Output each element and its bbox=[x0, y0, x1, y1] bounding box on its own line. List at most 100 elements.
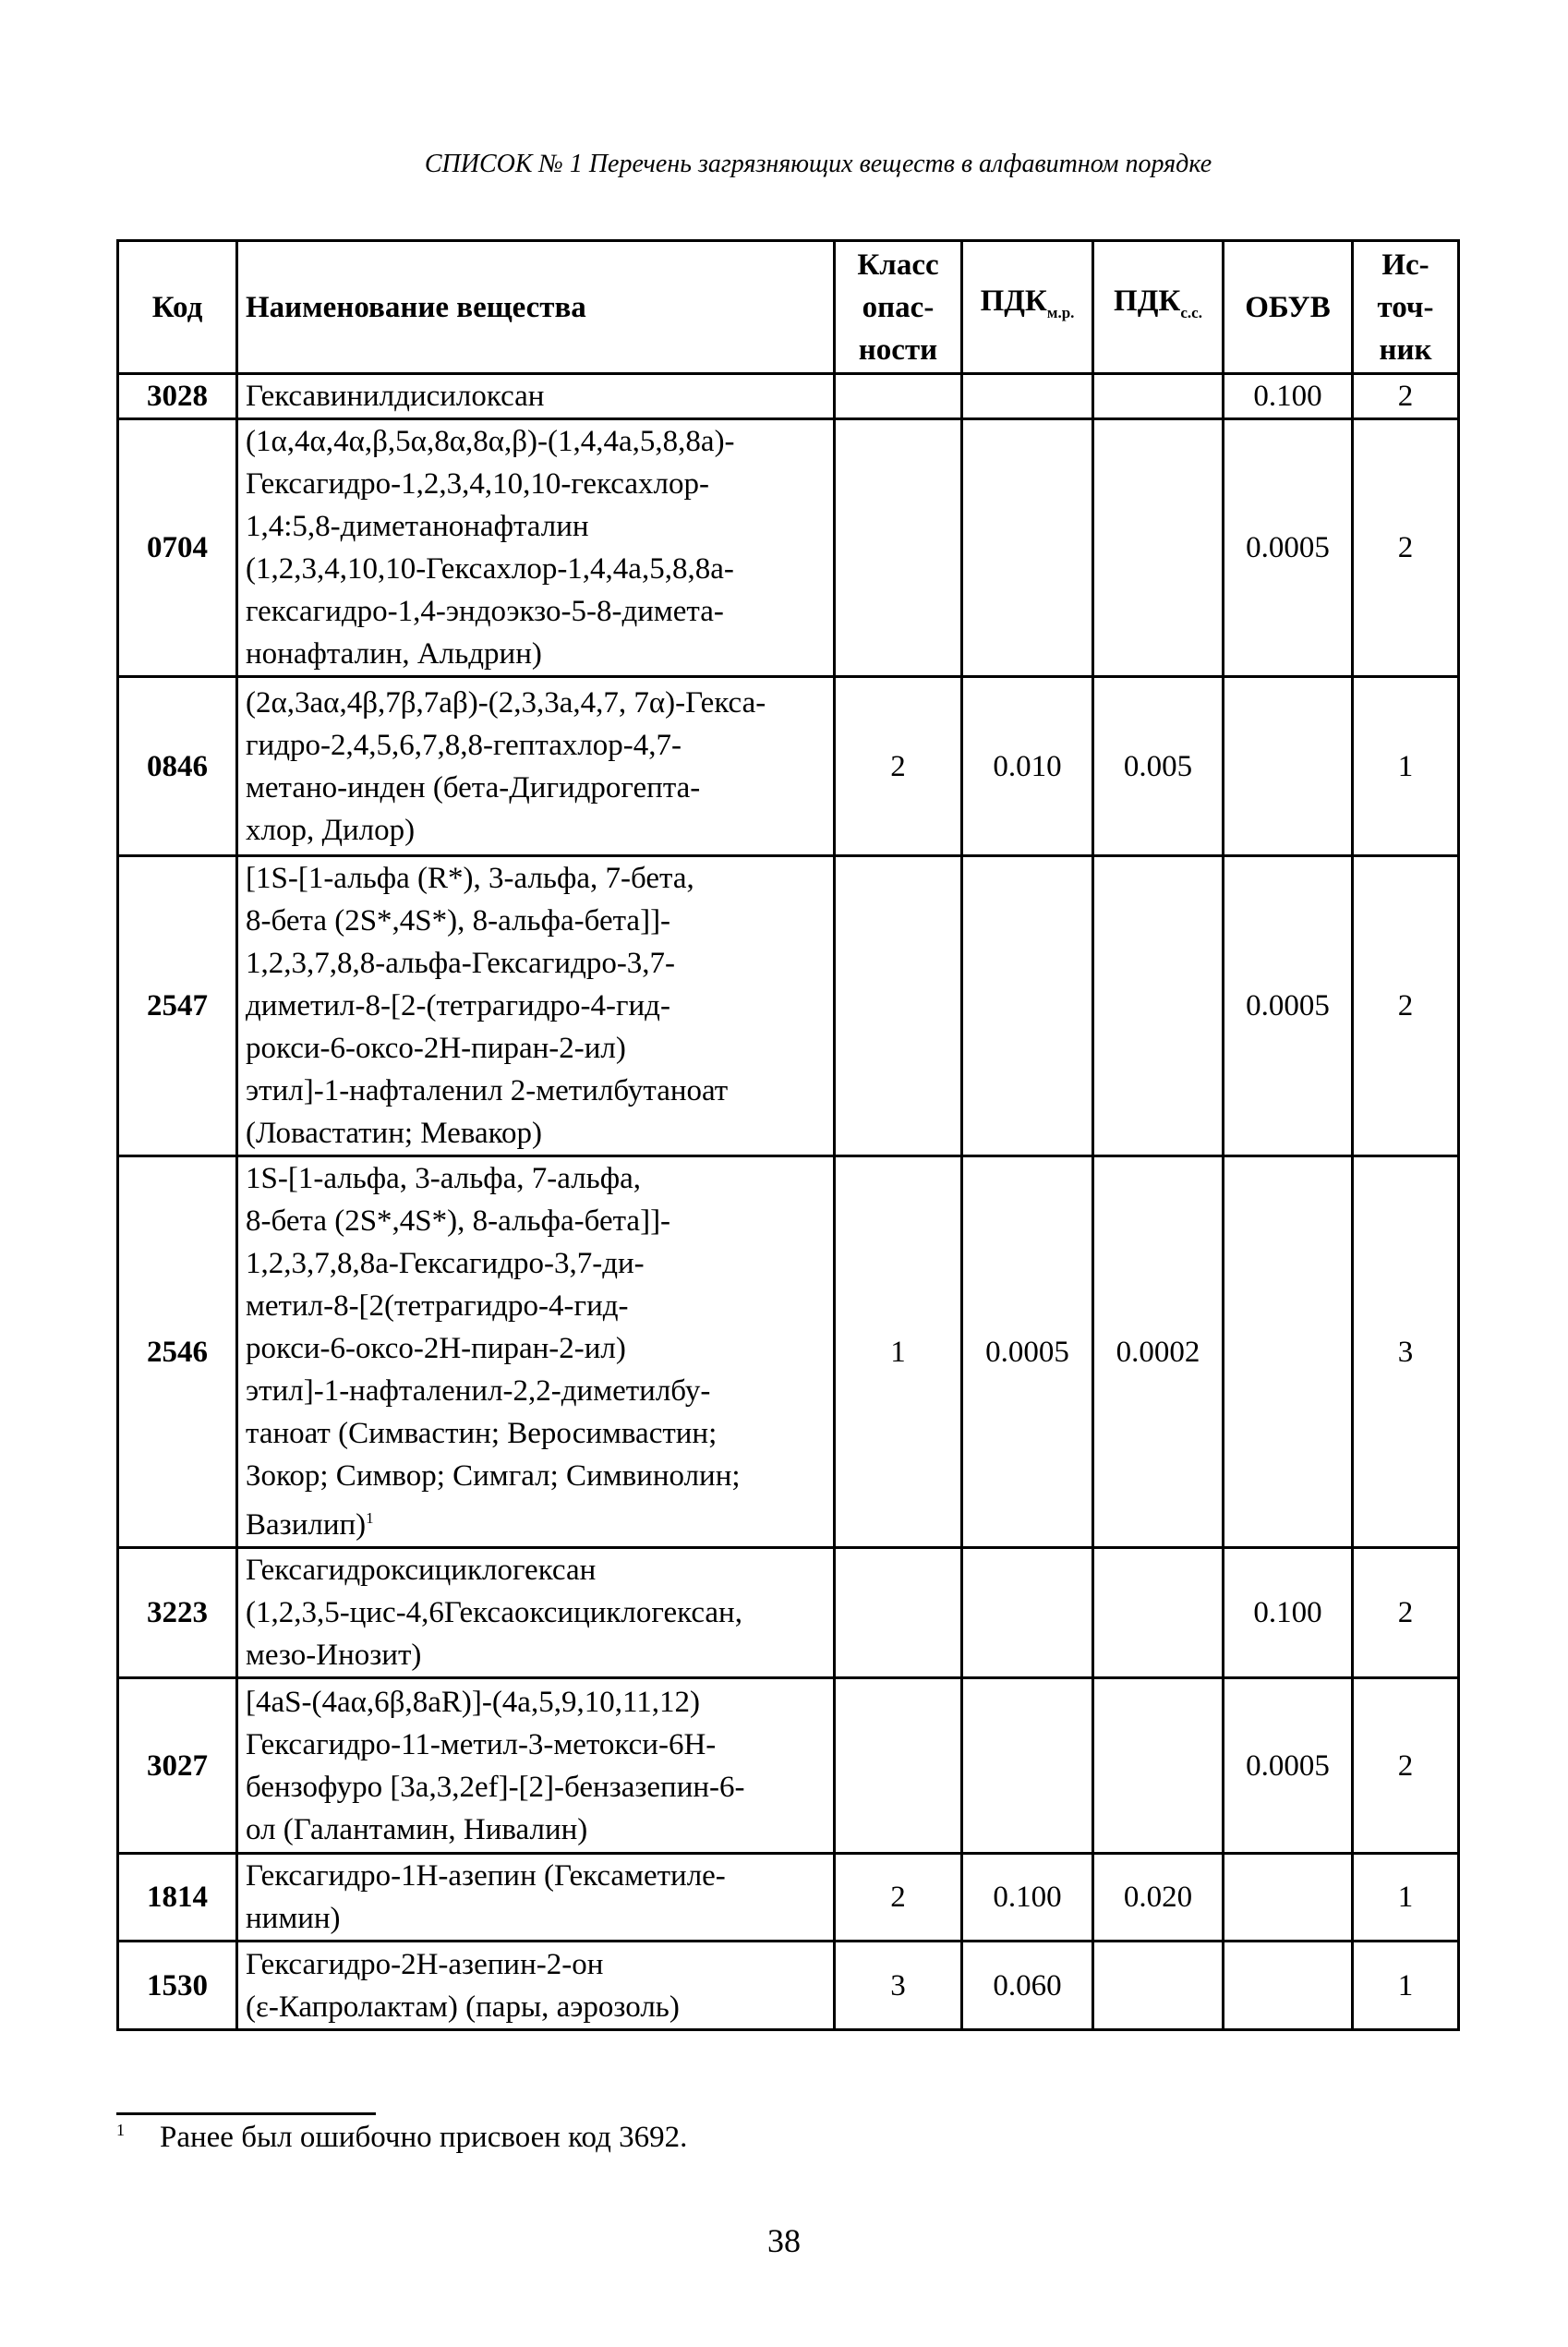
cell-pdk-mr bbox=[960, 372, 1094, 420]
cell-class: 1 bbox=[833, 1155, 963, 1549]
cell-source: 1 bbox=[1351, 1852, 1460, 1942]
cell-pdk-mr bbox=[960, 1546, 1094, 1679]
cell-name: Гексагидроксициклогексан (1,2,3,5-цис-4,6… bbox=[235, 1546, 836, 1679]
cell-pdk-mr bbox=[960, 854, 1094, 1157]
name-line: 8-бета (2S*,4S*), 8-альфа-бета]]- bbox=[246, 904, 671, 938]
header-name: Наименование вещества bbox=[235, 239, 836, 375]
cell-source: 2 bbox=[1351, 417, 1460, 678]
cell-pdk-ss bbox=[1092, 854, 1224, 1157]
cell-name: [4aS-(4aα,6β,8aR)]-(4a,5,9,10,11,12) Гекс… bbox=[235, 1676, 836, 1855]
cell-code: 3028 bbox=[116, 372, 238, 420]
footnote-divider bbox=[116, 2112, 376, 2115]
header-pdk-ss-sub: с.с. bbox=[1180, 304, 1202, 321]
cell-obuv bbox=[1222, 1940, 1354, 2031]
name-line: (ε-Капролактам) (пары, аэрозоль) bbox=[246, 1990, 680, 2024]
cell-pdk-mr: 0.060 bbox=[960, 1940, 1094, 2031]
cell-name: (2α,3aα,4β,7β,7aβ)-(2,3,3a,4,7, 7α)-Гекс… bbox=[235, 675, 836, 857]
name-line: мезо-Инозит) bbox=[246, 1639, 422, 1672]
cell-pdk-ss: 0.020 bbox=[1092, 1852, 1224, 1942]
table-row: 0704 (1α,4α,4α,β,5α,8α,8α,β)-(1,4,4a,5,8,… bbox=[116, 417, 1460, 678]
cell-name: Гексагидро-2H-азепин-2-он (ε-Капролактам)… bbox=[235, 1940, 836, 2031]
cell-obuv: 0.0005 bbox=[1222, 417, 1354, 678]
cell-source: 1 bbox=[1351, 1940, 1460, 2031]
name-line: [4aS-(4aα,6β,8aR)]-(4a,5,9,10,11,12) bbox=[246, 1685, 700, 1719]
name-line: Гексавинилдисилоксан bbox=[246, 380, 545, 413]
header-class: Класс опас- ности bbox=[833, 239, 963, 375]
cell-source: 2 bbox=[1351, 1546, 1460, 1679]
cell-pdk-ss bbox=[1092, 1546, 1224, 1679]
name-line: гидро-2,4,5,6,7,8,8-гептахлор-4,7- bbox=[246, 728, 682, 762]
name-line: 1S-[1-альфа, 3-альфа, 7-альфа, bbox=[246, 1162, 642, 1195]
page-number: 38 bbox=[767, 2222, 801, 2259]
cell-code: 3027 bbox=[116, 1676, 238, 1855]
header-code: Код bbox=[116, 239, 238, 375]
table-row: 3028 Гексавинилдисилоксан 0.100 2 bbox=[116, 372, 1460, 420]
name-line: Гексагидро-11-метил-3-метокси-6H- bbox=[246, 1727, 717, 1761]
cell-class: 3 bbox=[833, 1940, 963, 2031]
cell-class bbox=[833, 417, 963, 678]
name-line: [1S-[1-альфа (R*), 3-альфа, 7-бета, bbox=[246, 862, 694, 895]
header-pdk-ss: ПДКс.с. bbox=[1092, 239, 1224, 375]
cell-class bbox=[833, 372, 963, 420]
cell-code: 2546 bbox=[116, 1155, 238, 1549]
cell-pdk-mr: 0.0005 bbox=[960, 1155, 1094, 1549]
cell-name: 1S-[1-альфа, 3-альфа, 7-альфа, 8-бета (2S… bbox=[235, 1155, 836, 1549]
cell-code: 0846 bbox=[116, 675, 238, 857]
name-line: рокси-6-оксо-2H-пиран-2-ил) bbox=[246, 1032, 626, 1065]
cell-code: 3223 bbox=[116, 1546, 238, 1679]
cell-obuv: 0.100 bbox=[1222, 372, 1354, 420]
table-header-row: Код Наименование вещества Класс опас- но… bbox=[116, 239, 1460, 375]
name-line: метано-инден (бета-Дигидрогепта- bbox=[246, 770, 701, 805]
header-pdk-mr-sub: м.р. bbox=[1046, 304, 1075, 321]
name-line: хлор, Дилор) bbox=[246, 813, 416, 847]
name-line: 1,2,3,7,8,8-альфа-Гексагидро-3,7- bbox=[246, 947, 676, 980]
cell-class bbox=[833, 854, 963, 1157]
name-line: Гексагидроксициклогексан bbox=[246, 1554, 597, 1587]
name-line: таноат (Симвастин; Веросимвастин; bbox=[246, 1417, 718, 1450]
cell-obuv: 0.100 bbox=[1222, 1546, 1354, 1679]
name-line: нимин) bbox=[246, 1902, 341, 1935]
name-line: (1,2,3,5-цис-4,6Гексаоксициклогексан, bbox=[246, 1596, 742, 1629]
list-title: СПИСОК № 1 Перечень загрязняющих веществ… bbox=[424, 150, 1212, 178]
table-row: 3027 [4aS-(4aα,6β,8aR)]-(4a,5,9,10,11,12)… bbox=[116, 1676, 1460, 1855]
cell-source: 2 bbox=[1351, 1676, 1460, 1855]
cell-pdk-mr: 0.100 bbox=[960, 1852, 1094, 1942]
name-line: 8-бета (2S*,4S*), 8-альфа-бета]]- bbox=[246, 1204, 671, 1238]
name-line: гексагидро-1,4-эндоэкзо-5-8-димета- bbox=[246, 595, 724, 628]
name-line: 1,2,3,7,8,8a-Гексагидро-3,7-ди- bbox=[246, 1247, 645, 1280]
name-line: нонафталин, Альдрин) bbox=[246, 637, 542, 671]
header-obuv: ОБУВ bbox=[1222, 239, 1354, 375]
pollutants-table: Код Наименование вещества Класс опас- но… bbox=[116, 239, 1460, 2031]
cell-source: 2 bbox=[1351, 854, 1460, 1157]
table-row: 2547 [1S-[1-альфа (R*), 3-альфа, 7-бета, 8… bbox=[116, 854, 1460, 1157]
cell-pdk-mr bbox=[960, 1676, 1094, 1855]
header-pdk-mr-label: ПДК bbox=[980, 284, 1047, 318]
cell-class: 2 bbox=[833, 1852, 963, 1942]
cell-obuv: 0.0005 bbox=[1222, 1676, 1354, 1855]
name-line: диметил-8-[2-(тетрагидро-4-гид- bbox=[246, 989, 670, 1022]
header-source: Ис- точ- ник bbox=[1351, 239, 1460, 375]
cell-class bbox=[833, 1546, 963, 1679]
name-line: этил]-1-нафталенил-2,2-диметилбу- bbox=[246, 1374, 711, 1408]
name-line: (2α,3aα,4β,7β,7aβ)-(2,3,3a,4,7, 7α)-Гекс… bbox=[246, 685, 766, 720]
cell-pdk-ss bbox=[1092, 372, 1224, 420]
name-line: этил]-1-нафталенил 2-метилбутаноат bbox=[246, 1074, 729, 1107]
name-line: (1,2,3,4,10,10-Гексахлор-1,4,4a,5,8,8a- bbox=[246, 552, 734, 586]
name-line: ол (Галантамин, Нивалин) bbox=[246, 1812, 588, 1846]
cell-pdk-mr: 0.010 bbox=[960, 675, 1094, 857]
cell-obuv: 0.0005 bbox=[1222, 854, 1354, 1157]
table-row: 3223 Гексагидроксициклогексан (1,2,3,5-цис… bbox=[116, 1546, 1460, 1679]
header-pdk-ss-label: ПДК bbox=[1114, 284, 1181, 318]
cell-pdk-ss bbox=[1092, 1940, 1224, 2031]
cell-obuv bbox=[1222, 1155, 1354, 1549]
footnote-text: Ранее был ошибочно присвоен код 3692. bbox=[160, 2121, 688, 2154]
table-row: 1814 Гексагидро-1H-азепин (Гексаметиле-ни… bbox=[116, 1852, 1460, 1942]
cell-pdk-ss bbox=[1092, 417, 1224, 678]
footnote-mark: 1 bbox=[116, 2121, 125, 2139]
cell-name: Гексавинилдисилоксан bbox=[235, 372, 836, 420]
cell-class bbox=[833, 1676, 963, 1855]
cell-pdk-ss: 0.0002 bbox=[1092, 1155, 1224, 1549]
name-line: Гексагидро-2H-азепин-2-он bbox=[246, 1947, 604, 1981]
cell-code: 1814 bbox=[116, 1852, 238, 1942]
header-class-line: Класс bbox=[857, 248, 939, 282]
